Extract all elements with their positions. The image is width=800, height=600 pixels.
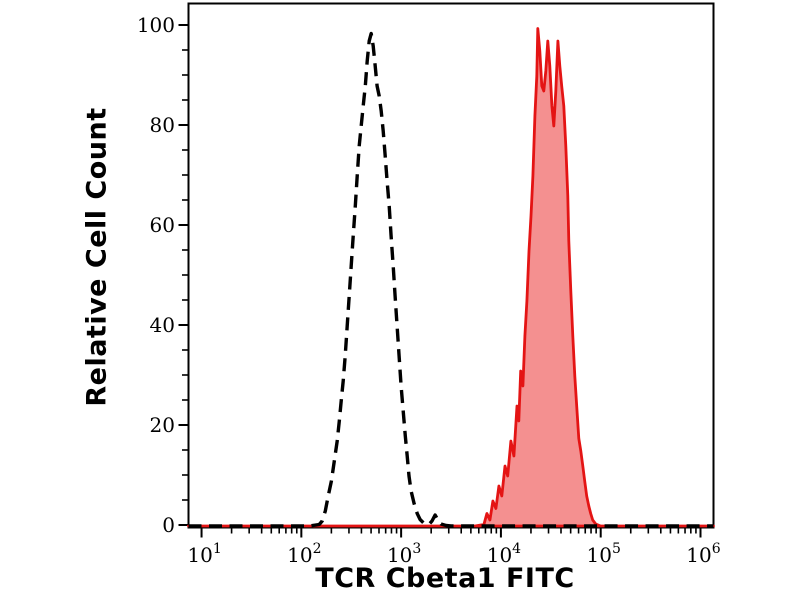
x-tick-label: 102 bbox=[287, 541, 321, 567]
plot-border bbox=[187, 2, 715, 529]
x-axis-title: TCR Cbeta1 FITC bbox=[315, 563, 575, 594]
x-tick-label: 106 bbox=[686, 541, 720, 567]
y-tick-label: 60 bbox=[150, 213, 175, 237]
x-tick-label: 105 bbox=[587, 541, 621, 567]
stained-curve bbox=[187, 27, 715, 528]
y-tick-label: 20 bbox=[150, 413, 175, 437]
y-tick-label: 40 bbox=[150, 313, 175, 337]
y-tick-label: 80 bbox=[150, 113, 175, 137]
x-tick-label: 103 bbox=[387, 541, 421, 567]
x-tick-label: 104 bbox=[487, 541, 521, 567]
control-curve bbox=[188, 31, 714, 528]
y-tick-label: 100 bbox=[137, 13, 175, 37]
x-tick-label: 101 bbox=[187, 541, 221, 567]
y-axis-title: Relative Cell Count bbox=[81, 107, 113, 407]
y-tick-label: 0 bbox=[162, 513, 175, 537]
